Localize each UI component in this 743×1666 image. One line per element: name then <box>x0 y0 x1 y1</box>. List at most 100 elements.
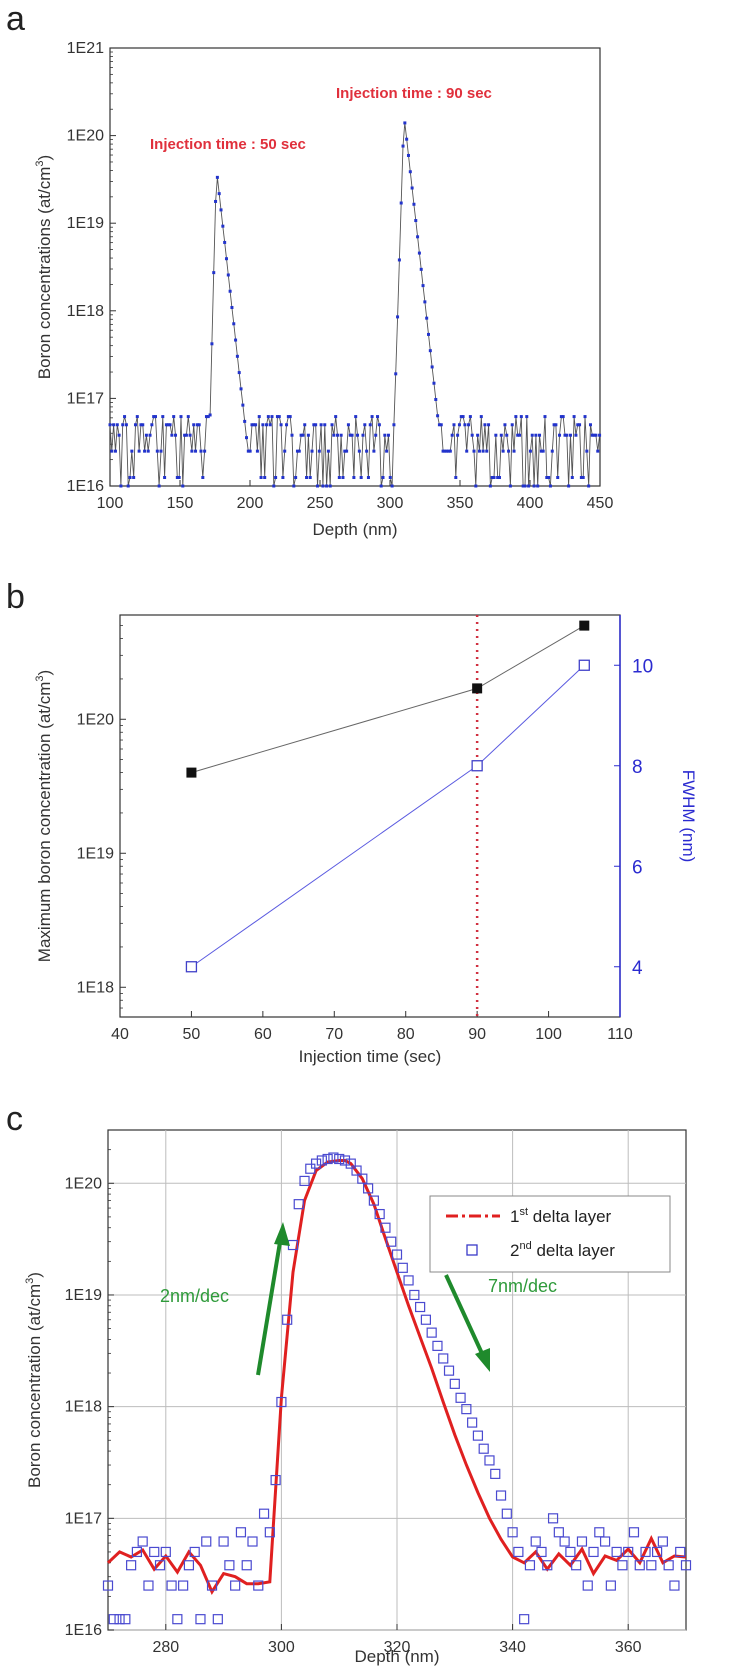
series-2nd-delta-point <box>513 1546 524 1558</box>
x-tick-label: 110 <box>607 1026 633 1043</box>
max-concentration-point <box>472 683 483 694</box>
series-2nd-delta-point <box>334 1153 345 1165</box>
data-point <box>376 415 380 419</box>
series-2nd-delta-point <box>565 1546 576 1558</box>
data-point <box>488 484 492 488</box>
data-point <box>288 415 292 419</box>
data-point <box>499 433 503 437</box>
data-point <box>568 433 572 437</box>
y-tick-label: 1E20 <box>67 128 104 145</box>
data-point <box>497 476 501 480</box>
data-point <box>388 476 392 480</box>
series-2nd-delta-point <box>403 1275 414 1286</box>
data-point <box>252 423 256 427</box>
series-2nd-delta-point <box>276 1396 287 1408</box>
data-point <box>403 121 407 125</box>
series-2nd-delta-point <box>241 1560 252 1571</box>
data-point <box>275 415 279 419</box>
data-point <box>370 415 374 419</box>
data-point <box>332 433 336 437</box>
panel-c-letter: c <box>6 1100 23 1138</box>
data-point <box>133 423 137 427</box>
data-point <box>248 449 252 453</box>
data-point <box>223 240 227 244</box>
x-tick-label: 250 <box>307 495 334 512</box>
data-point <box>150 423 154 427</box>
series-2nd-delta-point <box>247 1536 258 1547</box>
series-2nd-delta-point <box>547 1513 559 1524</box>
series-2nd-delta-point <box>368 1195 379 1206</box>
data-point <box>179 415 183 419</box>
series-2nd-delta-point <box>524 1560 536 1571</box>
data-point <box>144 433 148 437</box>
data-point <box>447 449 451 453</box>
panel-b-data <box>185 615 590 1017</box>
series-2nd-delta-point <box>160 1546 171 1558</box>
data-point <box>261 423 265 427</box>
data-point <box>166 423 170 427</box>
series-2nd-delta-point <box>102 1580 114 1591</box>
series-2nd-delta-point <box>386 1236 397 1247</box>
y-tick-label: 1E17 <box>67 390 104 407</box>
series-2nd-delta-point <box>490 1468 501 1479</box>
data-point <box>170 433 174 437</box>
data-point <box>452 423 456 427</box>
series-2nd-delta-point <box>305 1163 316 1174</box>
data-point <box>428 349 432 353</box>
x-tick-label: 450 <box>587 495 614 512</box>
data-point <box>348 433 352 437</box>
series-2nd-delta-point <box>143 1580 154 1591</box>
series-2nd-delta-point <box>611 1546 622 1558</box>
data-point <box>567 484 571 488</box>
fwhm-point <box>578 659 590 671</box>
series-1st-delta-line <box>106 1159 687 1595</box>
data-point <box>479 415 483 419</box>
data-point <box>474 484 478 488</box>
series-2nd-delta-point <box>432 1340 443 1351</box>
x-tick-label: 340 <box>499 1639 526 1656</box>
panel-c-arrows <box>256 1222 490 1376</box>
y-tick-label: 1E19 <box>77 845 114 862</box>
data-point <box>385 449 389 453</box>
data-point <box>148 433 152 437</box>
data-point <box>115 423 119 427</box>
fwhm-point <box>185 961 198 973</box>
series-2nd-delta-point <box>374 1208 385 1220</box>
panel-b-xlabel: Injection time (sec) <box>299 1047 442 1066</box>
data-point <box>390 484 394 488</box>
series-2nd-delta-point <box>657 1536 668 1547</box>
data-point <box>175 476 179 480</box>
legend-box <box>429 1195 671 1273</box>
data-point <box>543 415 547 419</box>
series-2nd-delta-point <box>126 1560 137 1571</box>
data-point <box>285 423 289 427</box>
series-2nd-delta-point <box>345 1158 356 1169</box>
data-point <box>210 342 214 346</box>
data-point <box>163 476 167 480</box>
series-2nd-delta-point <box>519 1614 530 1625</box>
data-point <box>154 415 157 419</box>
y-tick-label: 1E19 <box>65 1287 102 1304</box>
series-2nd-delta-point <box>559 1536 570 1547</box>
series-2nd-delta-point <box>582 1580 593 1591</box>
data-point <box>570 476 574 480</box>
x-tick-label: 80 <box>397 1026 415 1043</box>
data-point <box>117 433 121 437</box>
data-point <box>203 449 207 453</box>
series-2nd-delta-point <box>553 1527 564 1538</box>
data-point <box>159 449 163 453</box>
series-2nd-delta-point <box>351 1165 362 1176</box>
data-point <box>383 433 387 437</box>
data-point <box>197 423 201 427</box>
series-2nd-delta-point <box>293 1199 304 1210</box>
series-2nd-delta-point <box>397 1262 408 1273</box>
data-point <box>521 484 525 488</box>
legend-label-1st: 1st delta layer <box>510 1206 612 1226</box>
data-point <box>459 415 463 419</box>
y2-tick-label: 4 <box>632 958 643 979</box>
data-point <box>314 423 318 427</box>
data-point <box>579 476 583 480</box>
data-point <box>221 224 225 228</box>
panel-b: b 40 50 60 70 80 90 100 110 1E18 1E19 1E20 4 6 8 10 In… <box>6 578 698 1066</box>
series-2nd-delta-point <box>166 1580 177 1591</box>
